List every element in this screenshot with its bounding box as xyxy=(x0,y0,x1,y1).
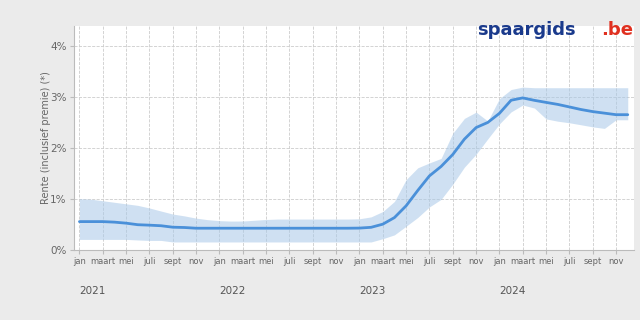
Text: 2021: 2021 xyxy=(79,286,106,296)
Text: 2022: 2022 xyxy=(220,286,246,296)
Text: 2023: 2023 xyxy=(360,286,386,296)
Y-axis label: Rente (inclusief premie) (*): Rente (inclusief premie) (*) xyxy=(41,71,51,204)
Text: .be: .be xyxy=(602,21,634,39)
Text: spaargids: spaargids xyxy=(477,21,575,39)
Text: 2024: 2024 xyxy=(499,286,526,296)
